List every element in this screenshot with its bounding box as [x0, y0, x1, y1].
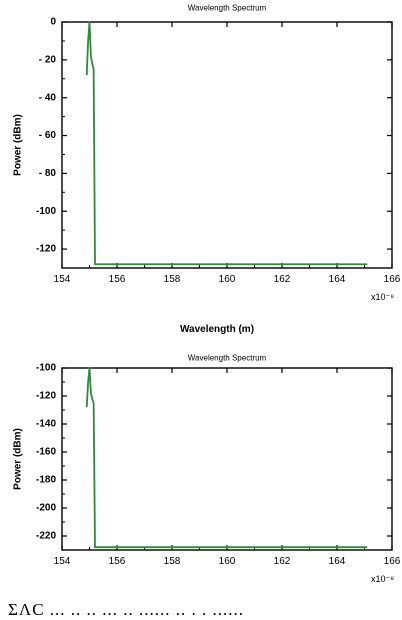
x-tick-label: 156	[109, 274, 126, 285]
plot-frame	[61, 367, 393, 551]
chart-title: Wavelength Spectrum	[188, 354, 267, 363]
x-tick-label: 166	[384, 274, 401, 285]
x-exponent-label: x10⁻⁸	[371, 574, 394, 584]
x-axis-label: Wavelength (m)	[180, 324, 254, 335]
x-exponent-label: x10⁻⁸	[371, 292, 394, 302]
y-tick-label: - 80	[39, 168, 57, 179]
y-axis-label: Power (dBm)	[13, 428, 24, 490]
y-tick-label: -120	[36, 391, 56, 402]
x-tick-label: 162	[274, 556, 291, 567]
plot-frame	[61, 21, 393, 269]
y-tick-label: -200	[36, 503, 56, 514]
chart-2: Wavelength Spectrum -100 -120 -140 -160 -180 -…	[13, 354, 401, 584]
x-tick-label: 156	[109, 556, 126, 567]
x-tick-label: 164	[329, 556, 346, 567]
y-tick-label: - 60	[39, 130, 57, 141]
series-line	[85, 367, 368, 549]
chart-title: Wavelength Spectrum	[188, 4, 267, 13]
y-tick-label: -180	[36, 475, 56, 486]
x-tick-label: 154	[54, 274, 71, 285]
x-tick-label: 160	[219, 274, 236, 285]
y-tick-label: - 20	[39, 54, 57, 65]
x-tick-label: 160	[219, 556, 236, 567]
x-tick-label: 166	[384, 556, 401, 567]
y-tick-label: -100	[36, 206, 56, 217]
y-tick-label: - 40	[39, 92, 57, 103]
x-tick-label: 154	[54, 556, 71, 567]
y-tick-label: -140	[36, 419, 56, 430]
series-line	[85, 21, 368, 266]
y-tick-label: -100	[36, 363, 56, 374]
y-tick-label: -220	[36, 531, 56, 542]
y-tick-label: -160	[36, 447, 56, 458]
y-axis-label: Power (dBm)	[13, 114, 24, 176]
x-tick-label: 158	[164, 556, 181, 567]
chart-1: Wavelength Spectrum 0 - 20 - 40 - 60 - 80 -100…	[13, 4, 401, 335]
y-tick-label: -120	[36, 244, 56, 255]
x-tick-label: 164	[329, 274, 346, 285]
x-tick-label: 158	[164, 274, 181, 285]
y-tick-label: 0	[50, 17, 56, 28]
x-tick-label: 162	[274, 274, 291, 285]
bottom-caption: ΣΛC ... .. .. ... .. ...... .. . . .....…	[8, 600, 245, 619]
